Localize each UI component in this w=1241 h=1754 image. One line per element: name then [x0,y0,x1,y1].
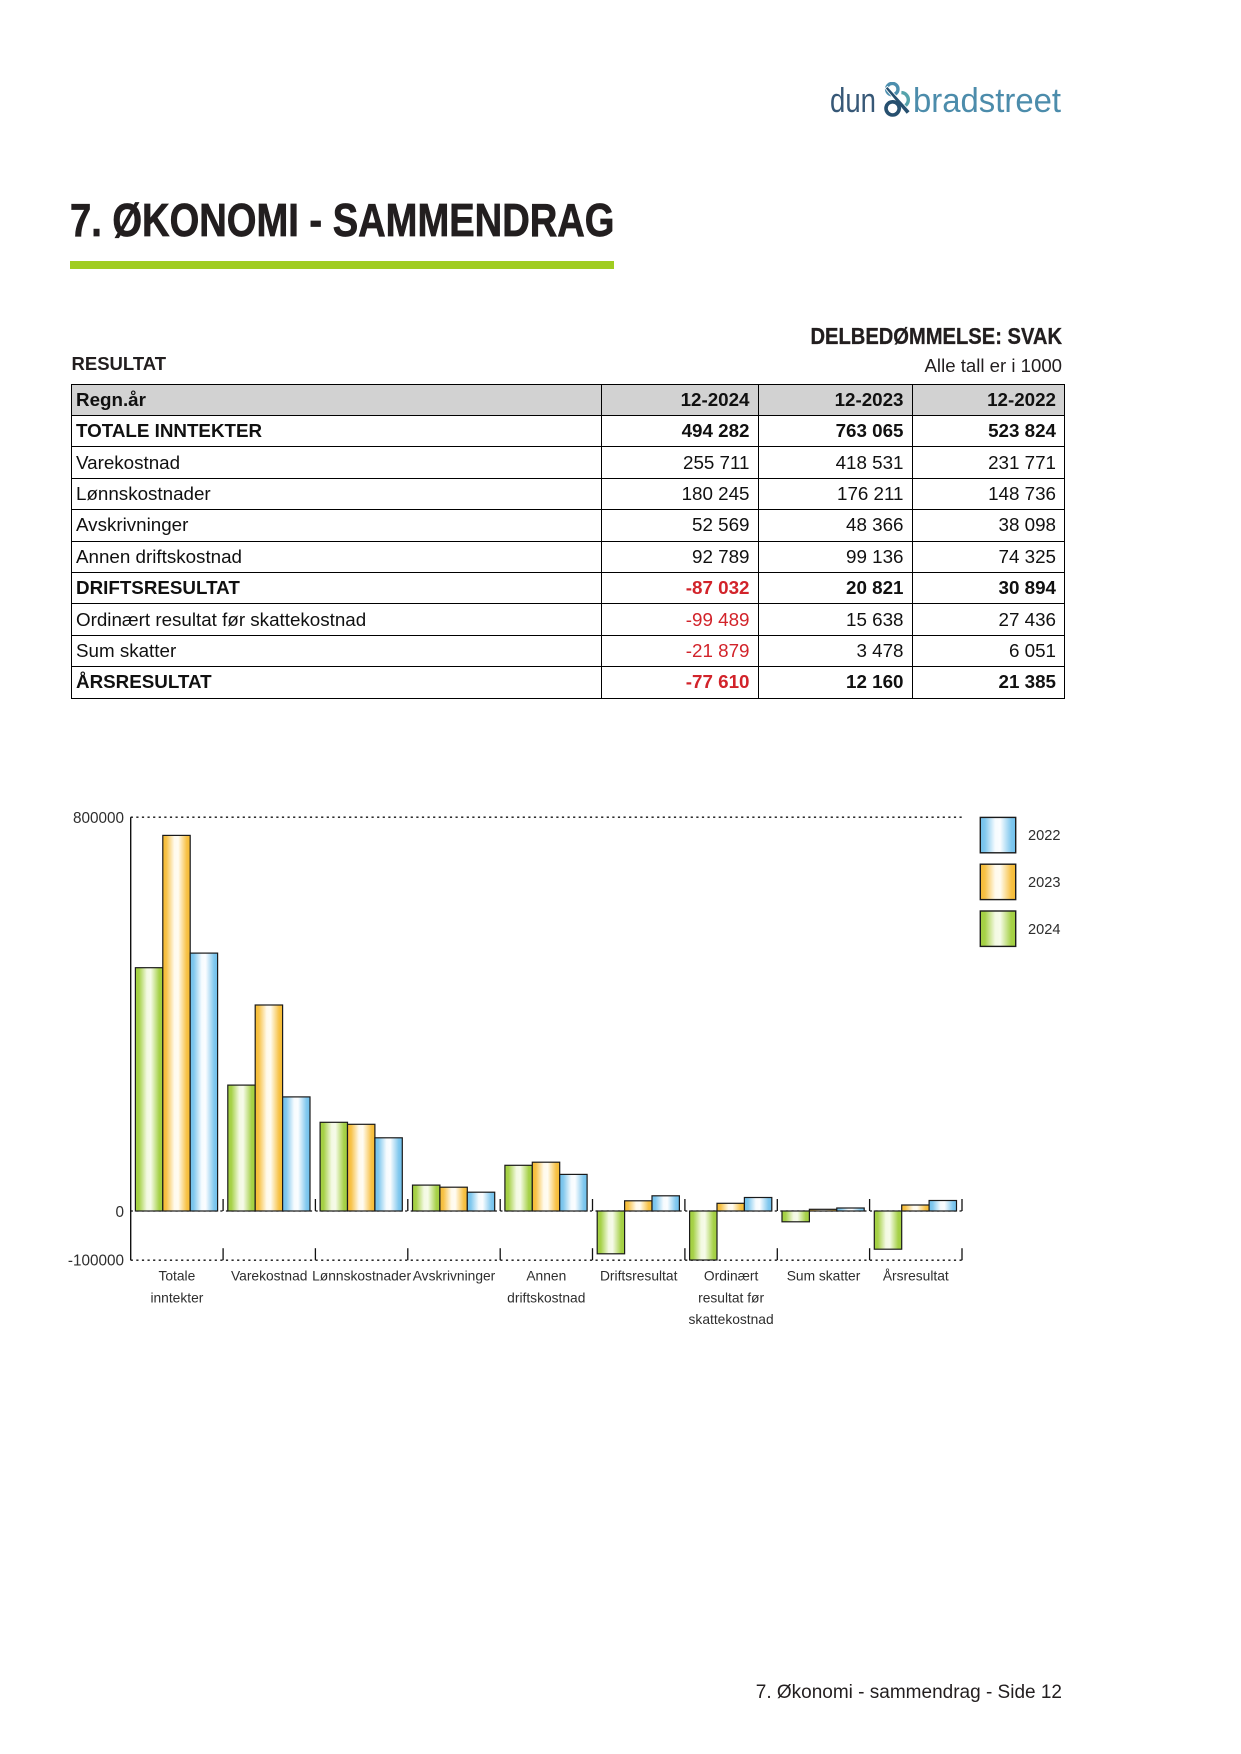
svg-text:Årsresultat: Årsresultat [883,1268,949,1284]
svg-text:800000: 800000 [73,810,124,827]
svg-text:Ordinært: Ordinært [704,1269,759,1284]
svg-text:Sum skatter: Sum skatter [787,1269,861,1284]
svg-text:Annen: Annen [526,1269,566,1284]
svg-text:-100000: -100000 [68,1252,124,1269]
svg-text:Lønnskostnader: Lønnskostnader [312,1269,411,1284]
svg-text:skattekostnad: skattekostnad [689,1312,774,1327]
svg-text:Avskrivninger: Avskrivninger [413,1269,496,1284]
svg-text:2024: 2024 [1028,922,1060,938]
svg-text:Driftsresultat: Driftsresultat [600,1269,678,1284]
svg-text:resultat før: resultat før [698,1290,764,1305]
svg-text:inntekter: inntekter [150,1290,203,1305]
svg-text:Varekostnad: Varekostnad [231,1269,307,1284]
svg-text:Totale: Totale [158,1269,195,1284]
svg-text:0: 0 [115,1204,124,1221]
svg-text:2023: 2023 [1028,875,1060,891]
svg-text:2022: 2022 [1028,828,1060,844]
svg-text:driftskostnad: driftskostnad [507,1290,585,1305]
